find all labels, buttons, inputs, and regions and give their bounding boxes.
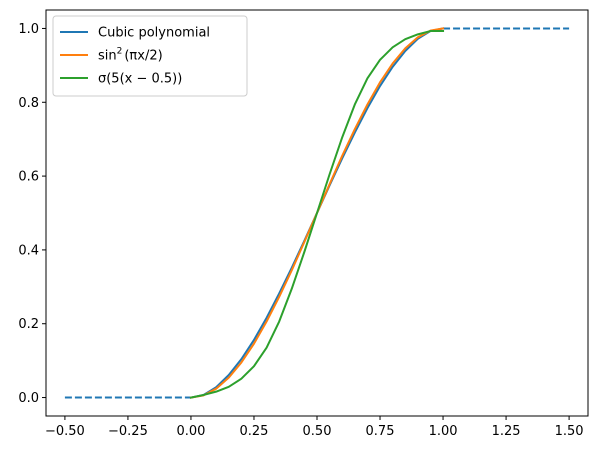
x-tick-label: −0.25 [108, 424, 148, 439]
x-tick-label: 1.25 [492, 424, 521, 439]
y-tick-label: 0.0 [18, 391, 39, 406]
legend-label: sin2 (πx/2) [98, 47, 163, 64]
legend: Cubic polynomial sin2 (πx/2) σ(5(x − 0.5)) [52, 15, 248, 97]
x-tick-label: 0.25 [240, 424, 269, 439]
y-tick-label: 0.4 [18, 243, 39, 258]
x-tick-label: 0.75 [366, 424, 395, 439]
x-tick-label: 1.00 [429, 424, 458, 439]
y-tick-label: 0.6 [18, 170, 39, 185]
y-tick-label: 0.2 [18, 317, 39, 332]
series-line-4 [189, 30, 445, 399]
y-tick-label: 1.0 [18, 22, 39, 37]
legend-label: σ(5(x − 0.5)) [98, 72, 182, 87]
y-tick-label: 0.8 [18, 96, 39, 111]
x-tick-label: −0.50 [45, 424, 85, 439]
legend-label: Cubic polynomial [98, 26, 210, 41]
series-layer [64, 27, 570, 399]
x-tick-label: 0.50 [303, 424, 332, 439]
axes-layer: −0.50 −0.25 0.00 0.25 0.50 0.75 1.00 1.25 1.50 0.… [18, 9, 589, 439]
legend-box [52, 15, 248, 97]
x-tick-label: 1.50 [555, 424, 584, 439]
x-tick-label: 0.00 [176, 424, 205, 439]
